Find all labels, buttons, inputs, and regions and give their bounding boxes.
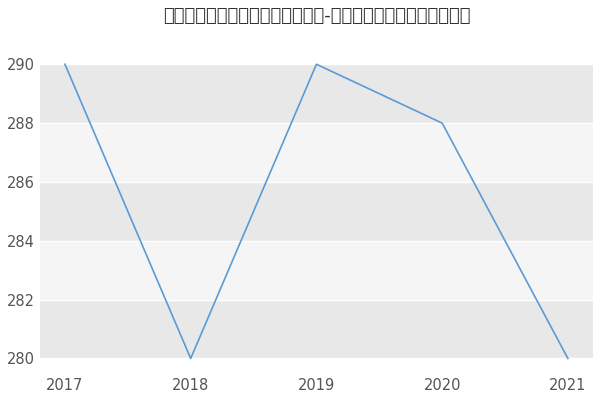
Bar	[40, 123, 593, 182]
Bar	[40, 300, 593, 358]
Bar	[40, 358, 593, 373]
Bar	[40, 241, 593, 300]
Bar	[40, 64, 593, 123]
Title: 四川农业大学资源学院微生物学（-历年复试）研究生录取分数线: 四川农业大学资源学院微生物学（-历年复试）研究生录取分数线	[163, 7, 470, 25]
Bar	[40, 182, 593, 241]
